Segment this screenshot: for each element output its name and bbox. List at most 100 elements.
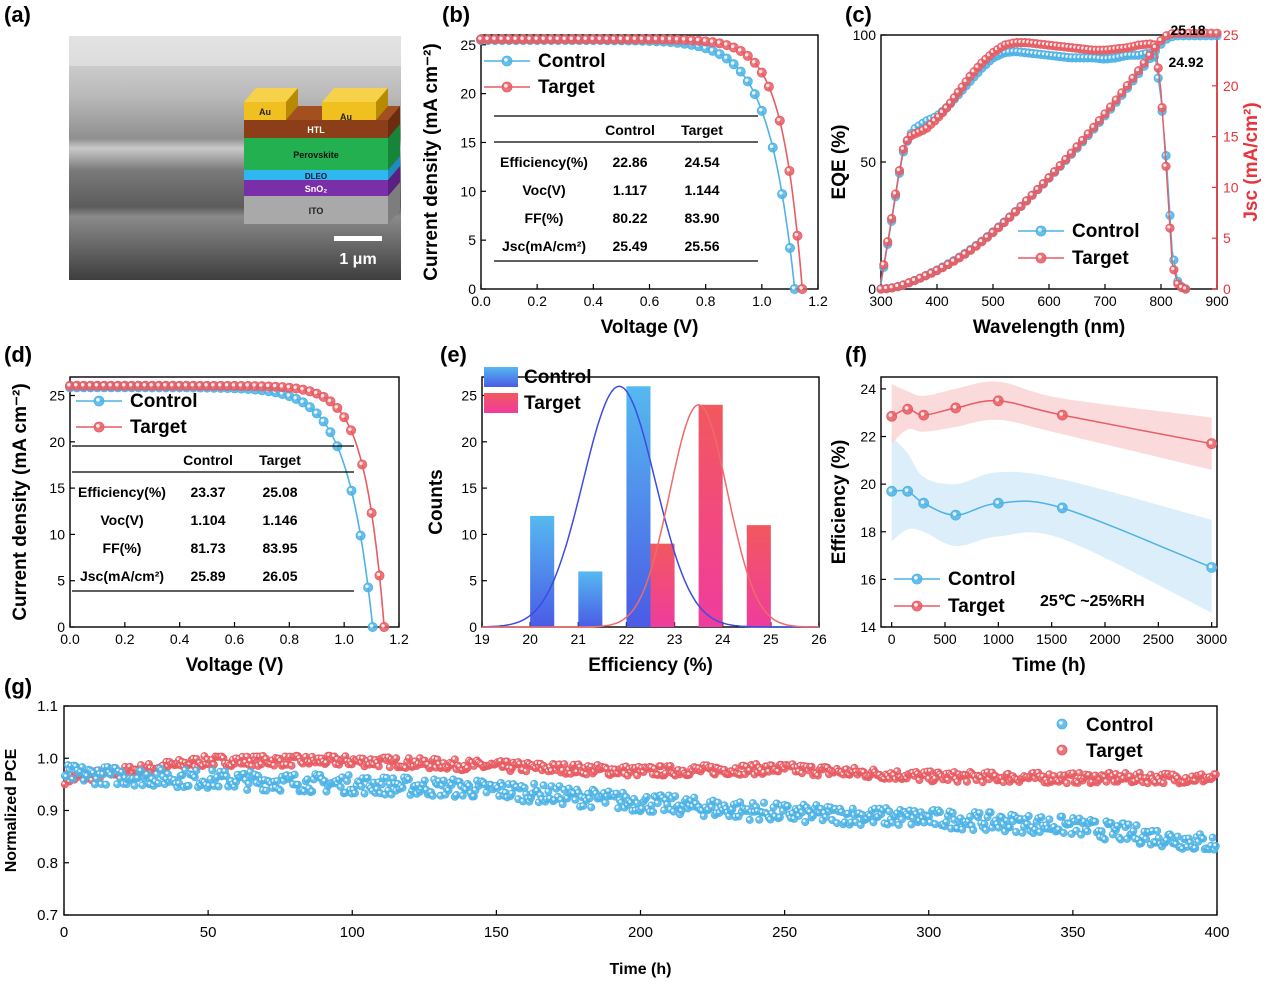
jv-point-target-highlight [183,382,188,387]
pce-point-control-highlight [1029,824,1033,828]
pce-point-control-highlight [94,776,97,780]
pce-point-control-highlight [422,778,426,781]
pce-point-control-highlight [926,814,930,817]
eqe-point-target-highlight [904,137,908,141]
pce-point-control-highlight [1069,831,1072,835]
pce-point-target-highlight [588,764,592,768]
jv-point-target-highlight [142,382,147,387]
pce-point-target-highlight [861,769,865,773]
y-axis-label: EQE (%) [829,125,850,200]
jv-point-target-highlight [478,36,482,40]
pce-point-control [1211,842,1220,851]
pce-point-control [783,802,792,811]
efficiency-point-target-highlight [952,404,957,409]
x-tick-label: 0.2 [527,293,547,309]
pce-point-target-highlight [733,765,736,769]
panel-f-chart: 0 500 1000 1500 2000 2500 3000 14 16 18 20 22 24 Time… [829,376,1227,676]
pce-point-target-highlight [504,759,508,762]
pce-point-target-highlight [1123,770,1126,774]
table-cell-control: 23.37 [190,484,225,500]
pce-point-control-highlight [1024,821,1028,825]
pce-point-target-highlight [721,767,725,771]
table-cell-control: 1.104 [190,512,225,528]
pce-point-target [374,762,383,771]
pce-point-control-highlight [710,798,714,801]
pce-point-control-highlight [557,783,560,787]
pce-point-control-highlight [114,781,118,785]
jv-point-target-highlight [334,405,338,409]
x-tick-label: 21 [570,631,586,647]
eqe-point-target-highlight [955,89,959,93]
x-tick-label: 0.0 [471,293,491,309]
jv-point-target-highlight [730,44,735,49]
x-tick-label: 900 [1205,293,1229,309]
jv-point-target-highlight [541,36,545,40]
jv-point-target-highlight [660,36,665,41]
pce-point-control-highlight [1115,823,1118,827]
jv-point-target-highlight [618,36,623,40]
layer-ito-label: ITO [309,206,324,216]
pce-point-control [377,780,386,789]
pce-point-control-highlight [138,768,142,771]
pce-point-target-highlight [538,761,541,765]
pce-point-control [363,773,372,782]
pce-point-control-highlight [1188,839,1191,843]
pce-point-target-highlight [360,756,364,759]
legend-target-label: Target [524,393,581,414]
jsc-point-target-highlight [967,247,972,251]
x-tick-label: 22 [619,631,635,647]
pce-point-target-highlight [758,767,762,771]
pce-point-target-highlight [263,756,267,760]
pce-point-control [948,808,957,817]
jv-point-target-highlight [87,382,92,387]
pce-point-target-highlight [1092,773,1096,776]
pce-point-control-highlight [186,783,189,787]
pce-point-target [1211,770,1220,779]
pce-point-control-highlight [216,784,219,787]
pce-point-target [666,761,675,770]
pce-point-control-highlight [471,793,475,797]
jv-point-target-highlight [723,42,728,46]
pce-point-target-highlight [403,765,406,769]
x-tick-label: 350 [1060,924,1085,941]
pce-point-target-highlight [561,761,565,765]
x-tick-label: 0.8 [280,631,300,647]
pce-point-control-highlight [113,765,116,769]
pce-point-target-highlight [247,758,251,762]
jv-point-target-highlight [534,36,538,40]
pce-point-control [1083,827,1092,836]
pce-point-target-highlight [1148,772,1152,776]
eqe-point-target-highlight [967,73,971,77]
jv-point-target-highlight [313,390,318,395]
legend-target-label: Target [948,596,1005,617]
legend-target-marker-highlight [1038,255,1042,259]
pce-point-control [649,807,658,816]
pce-point-control-highlight [159,767,162,771]
table-cell-target: 1.144 [684,182,719,198]
pce-point-control-highlight [564,795,568,799]
jv-point-target-highlight [327,398,332,403]
pce-point-control-highlight [664,801,668,805]
pce-point-control-highlight [549,783,552,787]
jsc-point-target-highlight [928,270,932,274]
table-row-label: Voc(V) [522,182,565,198]
pce-point-control-highlight [1180,846,1183,850]
pce-point-control-highlight [615,805,619,809]
pce-point-control-highlight [541,782,544,786]
pce-point-control-highlight [663,797,666,801]
eqe-point-target-highlight [881,262,885,266]
pce-point-target-highlight [517,761,521,765]
pce-point-target [392,754,401,763]
panel-g-chart: 0 50 100 150 200 250 300 350 400 0.7 0.8 0.9 1.0 1.1 T… [3,698,1230,978]
jsc-point-target-highlight [917,275,921,279]
scale-bar-label: 1 μm [339,251,376,268]
legend-control-marker-highlight [914,576,918,580]
pce-point-target-highlight [744,764,747,767]
error-band-control [891,436,1212,613]
pce-point-control-highlight [395,781,399,785]
pce-point-control-highlight [122,775,126,779]
y-tick-label: 20 [860,476,876,492]
eqe-point-target-highlight [951,95,955,99]
pce-point-control-highlight [255,773,259,777]
jv-point-target-highlight [197,382,201,387]
